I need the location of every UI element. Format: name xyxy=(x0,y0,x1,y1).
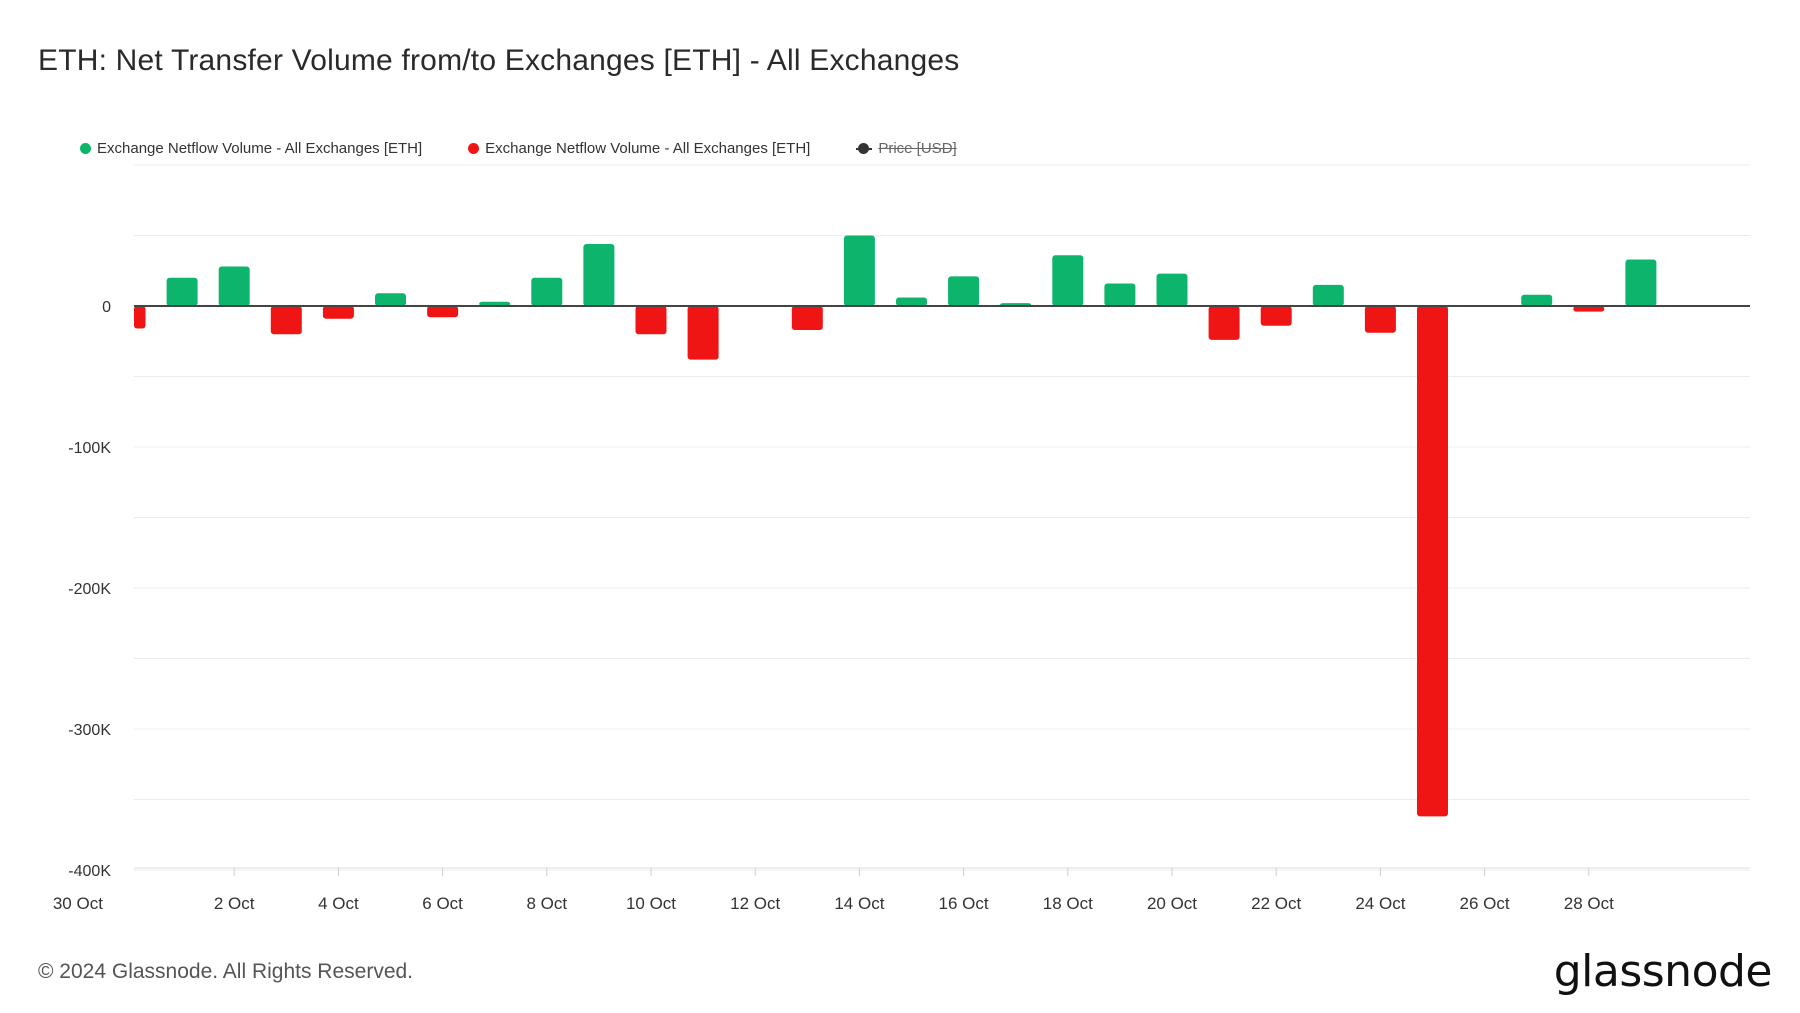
bar-outflow xyxy=(635,306,667,335)
legend-red-dot-icon xyxy=(468,143,480,154)
bar-inflow xyxy=(1156,273,1188,306)
legend-label-inflow: Exchange Netflow Volume - All Exchanges … xyxy=(97,140,423,157)
bar-inflow xyxy=(896,297,927,306)
x-tick-label: 28 Oct xyxy=(1564,894,1614,913)
x-tick-label: 20 Oct xyxy=(1147,894,1197,913)
legend-item-price[interactable]: Price [USD] xyxy=(856,140,957,157)
y-tick-label: -300K xyxy=(68,722,111,739)
bar-outflow xyxy=(791,306,823,330)
bar-inflow xyxy=(1312,284,1344,306)
chart-legend: Exchange Netflow Volume - All Exchanges … xyxy=(80,140,957,157)
x-tick-label: 22 Oct xyxy=(1251,894,1301,913)
x-tick-label: 24 Oct xyxy=(1355,894,1405,913)
x-tick-label: 4 Oct xyxy=(318,894,359,913)
bar-inflow xyxy=(531,277,563,306)
glassnode-logo: glassnode xyxy=(1553,946,1773,997)
bar-inflow xyxy=(166,277,198,306)
legend-green-dot-icon xyxy=(80,143,91,154)
x-tick-label: 14 Oct xyxy=(834,894,884,913)
x-tick-label: 26 Oct xyxy=(1460,894,1510,913)
bar-outflow xyxy=(1260,306,1292,326)
bar-inflow xyxy=(375,293,406,306)
bar-inflow xyxy=(218,266,250,306)
y-tick-label: -400K xyxy=(68,863,111,880)
legend-line-dot-icon xyxy=(856,143,873,154)
x-tick-label: 18 Oct xyxy=(1043,894,1093,913)
x-tick-label: 10 Oct xyxy=(626,894,676,913)
legend-label-price: Price [USD] xyxy=(878,140,957,157)
x-tick-label: 12 Oct xyxy=(730,894,780,913)
bar-inflow xyxy=(583,243,615,306)
bar-inflow xyxy=(1625,259,1657,306)
x-tick-label: 2 Oct xyxy=(214,894,255,913)
chart-title: ETH: Net Transfer Volume from/to Exchang… xyxy=(38,44,960,77)
bar-inflow xyxy=(1521,294,1553,306)
legend-label-outflow: Exchange Netflow Volume - All Exchanges … xyxy=(485,140,811,157)
bar-outflow xyxy=(322,306,354,319)
bar-outflow xyxy=(1208,306,1240,340)
bar-outflow xyxy=(427,306,459,318)
x-tick-label: 16 Oct xyxy=(939,894,989,913)
y-tick-label: -200K xyxy=(68,581,111,598)
bar-outflow xyxy=(134,306,146,329)
bar-outflow xyxy=(1417,306,1448,817)
bar-inflow xyxy=(479,301,511,306)
bar-inflow xyxy=(1052,255,1084,306)
legend-item-inflow[interactable]: Exchange Netflow Volume - All Exchanges … xyxy=(80,140,422,157)
x-tick-label: 30 Oct xyxy=(53,894,103,913)
bar-outflow xyxy=(1364,306,1396,333)
bar-outflow xyxy=(1573,306,1605,312)
y-tick-label: 0 xyxy=(102,299,111,316)
copyright-footer: © 2024 Glassnode. All Rights Reserved. xyxy=(38,960,414,983)
legend-item-outflow[interactable]: Exchange Netflow Volume - All Exchanges … xyxy=(468,140,810,157)
bar-inflow xyxy=(948,276,980,306)
x-tick-label: 6 Oct xyxy=(422,894,463,913)
x-tick-label: 8 Oct xyxy=(526,894,567,913)
bar-inflow xyxy=(843,235,875,306)
bar-inflow xyxy=(1104,283,1136,306)
bar-outflow xyxy=(687,306,719,360)
y-tick-label: -100K xyxy=(68,440,111,457)
bar-outflow xyxy=(270,306,302,335)
